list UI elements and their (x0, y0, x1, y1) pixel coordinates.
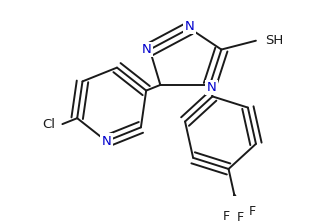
Text: N: N (207, 81, 216, 94)
Text: F: F (223, 210, 230, 221)
Text: SH: SH (265, 34, 283, 47)
Text: Cl: Cl (42, 118, 55, 131)
Text: F: F (249, 205, 256, 218)
Text: N: N (185, 20, 194, 33)
Text: N: N (101, 135, 111, 148)
Text: F: F (237, 211, 244, 221)
Text: N: N (142, 43, 152, 56)
